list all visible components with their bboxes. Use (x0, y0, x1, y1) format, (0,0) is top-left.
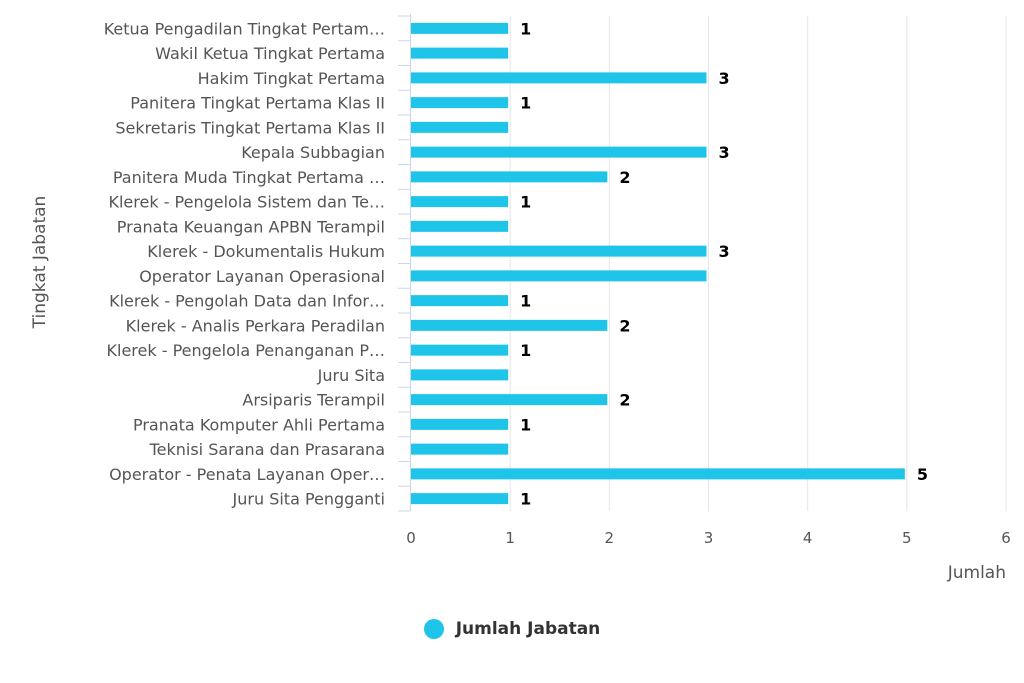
category-label-6: Panitera Muda Tingkat Pertama … (113, 168, 385, 187)
category-label-2: Hakim Tingkat Pertama (198, 69, 385, 88)
category-label-14: Juru Sita (317, 366, 385, 385)
data-label-3: 1 (520, 94, 531, 113)
legend: Jumlah Jabatan (0, 619, 1024, 643)
data-label-16: 1 (520, 415, 531, 434)
bar-10[interactable] (411, 270, 707, 282)
x-tick-label-0: 0 (406, 529, 416, 547)
bar-chart: 0 1 2 3 4 5 6 1 3 1 3 2 1 3 1 2 1 2 1 5 1 Ketua Pengadilan … (30, 14, 1011, 583)
category-label-13: Klerek - Pengelola Penanganan P… (107, 341, 385, 360)
category-label-0: Ketua Pengadilan Tingkat Pertam… (104, 19, 385, 38)
data-label-12: 2 (619, 316, 630, 335)
category-label-4: Sekretaris Tingkat Pertama Klas II (115, 118, 385, 137)
category-label-8: Pranata Keuangan APBN Terampil (117, 217, 385, 236)
data-label-6: 2 (619, 168, 630, 187)
legend-marker-icon (423, 619, 444, 639)
category-label-19: Juru Sita Pengganti (232, 490, 385, 509)
x-axis-title: Jumlah (947, 563, 1006, 583)
bar-15[interactable] (411, 394, 608, 406)
x-axis-ticks: 0 1 2 3 4 5 6 (406, 529, 1011, 547)
category-label-17: Teknisi Sarana dan Prasarana (149, 440, 385, 459)
category-label-9: Klerek - Dokumentalis Hukum (147, 242, 385, 261)
data-label-2: 3 (719, 69, 730, 88)
x-tick-label-3: 3 (704, 529, 714, 547)
x-tick-label-6: 6 (1001, 529, 1011, 547)
data-label-9: 3 (719, 242, 730, 261)
data-label-5: 3 (719, 143, 730, 162)
category-label-11: Klerek - Pengolah Data dan Infor… (109, 292, 385, 311)
bar-0[interactable] (411, 22, 509, 34)
bar-11[interactable] (411, 295, 509, 307)
category-label-12: Klerek - Analis Perkara Peradilan (126, 316, 385, 335)
data-label-11: 1 (520, 292, 531, 311)
bar-14[interactable] (411, 369, 509, 381)
legend-label: Jumlah Jabatan (455, 619, 601, 639)
bar-4[interactable] (411, 121, 509, 133)
data-label-0: 1 (520, 19, 531, 38)
bar-9[interactable] (411, 245, 707, 257)
category-label-15: Arsiparis Terampil (242, 391, 385, 410)
category-labels: Ketua Pengadilan Tingkat Pertam… Wakil Ke… (104, 19, 385, 508)
x-tick-label-1: 1 (505, 529, 515, 547)
x-tick-label-2: 2 (605, 529, 615, 547)
y-axis-title: Tingkat Jabatan (30, 196, 50, 330)
legend-item-jumlah-jabatan[interactable]: Jumlah Jabatan (423, 619, 601, 639)
category-label-5: Kepala Subbagian (241, 143, 385, 162)
category-label-16: Pranata Komputer Ahli Pertama (133, 415, 385, 434)
category-label-10: Operator Layanan Operasional (139, 267, 385, 286)
category-label-1: Wakil Ketua Tingkat Pertama (155, 44, 385, 63)
bar-18[interactable] (411, 468, 905, 480)
x-tick-label-5: 5 (902, 529, 912, 547)
category-label-7: Klerek - Pengelola Sistem dan Te… (108, 193, 385, 212)
data-labels: 1 3 1 3 2 1 3 1 2 1 2 1 5 1 (520, 19, 928, 508)
bars (411, 22, 905, 505)
data-label-18: 5 (917, 465, 928, 484)
data-label-7: 1 (520, 193, 531, 212)
x-tick-label-4: 4 (803, 529, 813, 547)
bar-3[interactable] (411, 97, 509, 109)
y-axis-ticks (398, 15, 410, 512)
data-label-19: 1 (520, 490, 531, 509)
bar-2[interactable] (411, 72, 707, 84)
bar-19[interactable] (411, 493, 509, 505)
bar-16[interactable] (411, 418, 509, 430)
bar-13[interactable] (411, 344, 509, 356)
grid-lines (509, 16, 1007, 511)
data-label-15: 2 (619, 391, 630, 410)
bar-1[interactable] (411, 47, 509, 59)
bar-12[interactable] (411, 319, 608, 331)
category-label-3: Panitera Tingkat Pertama Klas II (130, 94, 385, 113)
data-label-13: 1 (520, 341, 531, 360)
bar-6[interactable] (411, 171, 608, 183)
bar-7[interactable] (411, 196, 509, 208)
bar-5[interactable] (411, 146, 707, 158)
bar-17[interactable] (411, 443, 509, 455)
category-label-18: Operator - Penata Layanan Oper… (109, 465, 385, 484)
bar-8[interactable] (411, 220, 509, 232)
